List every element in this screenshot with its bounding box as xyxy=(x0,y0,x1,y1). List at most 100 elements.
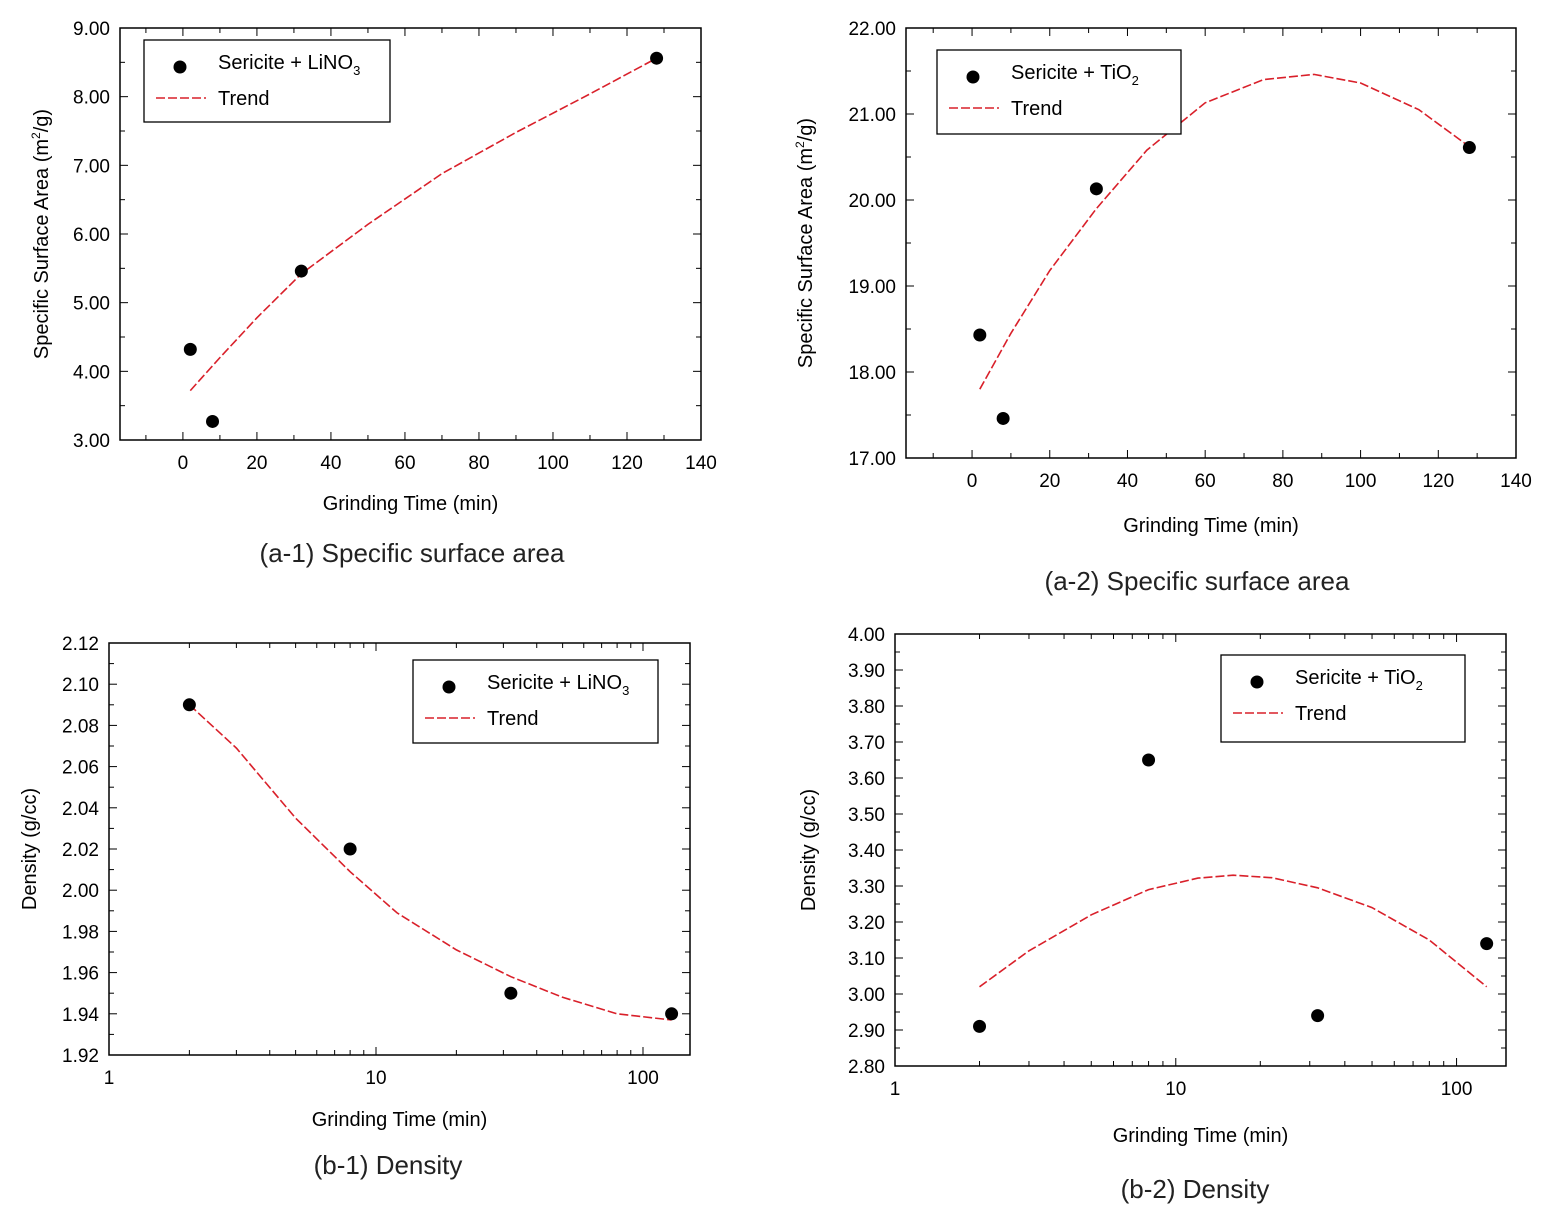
y-tick-label: 3.30 xyxy=(848,877,885,898)
legend-box xyxy=(936,49,1182,135)
trend-line xyxy=(188,704,672,1021)
data-point xyxy=(1311,1009,1325,1023)
legend-series-label: Sericite + LiNO3 xyxy=(218,52,360,78)
data-point xyxy=(973,1019,987,1033)
trend-line xyxy=(189,57,657,392)
y-tick-label: 18.00 xyxy=(848,363,896,384)
y-tick-label: 2.00 xyxy=(62,881,99,902)
x-tick-label: 100 xyxy=(1441,1079,1473,1100)
legend-series-label: Sericite + TiO2 xyxy=(1011,62,1139,88)
legend-trend-label: Trend xyxy=(1295,703,1347,725)
legend-marker xyxy=(442,680,456,694)
x-tick-label: 20 xyxy=(1039,471,1060,492)
y-tick-label: 3.00 xyxy=(848,985,885,1006)
x-axis-title: Grinding Time (min) xyxy=(323,493,499,515)
trend-line xyxy=(979,874,1488,988)
x-axis-title: Grinding Time (min) xyxy=(1123,515,1299,537)
x-tick-label: 60 xyxy=(1195,471,1216,492)
data-point xyxy=(294,264,308,278)
legend-trend-label: Trend xyxy=(1011,98,1063,120)
x-tick-label: 1 xyxy=(104,1068,115,1089)
legend-trend-label: Trend xyxy=(218,88,270,110)
y-tick-label: 9.00 xyxy=(73,19,110,40)
x-tick-label: 140 xyxy=(1500,471,1532,492)
y-tick-label: 21.00 xyxy=(848,105,896,126)
y-axis-title: Density (g/cc) xyxy=(798,789,820,911)
y-tick-label: 3.40 xyxy=(848,841,885,862)
legend: Sericite + LiNO3 Trend xyxy=(412,659,659,744)
legend-series-label: Sericite + LiNO3 xyxy=(487,672,629,698)
y-tick-label: 17.00 xyxy=(848,449,896,470)
y-tick-label: 3.80 xyxy=(848,697,885,718)
y-tick-label: 1.98 xyxy=(62,922,99,943)
data-point xyxy=(1089,182,1103,196)
y-axis-title: Specific Surface Area (m2/g) xyxy=(793,118,817,368)
y-tick-label: 1.94 xyxy=(62,1005,99,1026)
figure-caption: (b-1) Density xyxy=(314,1150,463,1180)
y-tick-label: 2.90 xyxy=(848,1021,885,1042)
data-point xyxy=(182,698,196,712)
x-tick-label: 10 xyxy=(1165,1079,1186,1100)
figure-caption: (a-2) Specific surface area xyxy=(1045,566,1350,596)
y-tick-label: 2.04 xyxy=(62,799,99,820)
x-axis-title: Grinding Time (min) xyxy=(1113,1125,1289,1147)
x-tick-label: 10 xyxy=(365,1068,386,1089)
legend: Sericite + TiO2 Trend xyxy=(1220,654,1466,743)
x-tick-label: 80 xyxy=(468,453,489,474)
y-tick-label: 8.00 xyxy=(73,88,110,109)
x-tick-label: 0 xyxy=(967,471,978,492)
y-tick-label: 3.60 xyxy=(848,769,885,790)
y-tick-label: 3.10 xyxy=(848,949,885,970)
y-tick-label: 3.00 xyxy=(73,431,110,452)
y-tick-label: 3.50 xyxy=(848,805,885,826)
trend-line xyxy=(979,73,1470,390)
y-tick-label: 2.80 xyxy=(848,1057,885,1078)
legend-box xyxy=(143,39,391,123)
y-tick-label: 2.02 xyxy=(62,840,99,861)
legend-series-label: Sericite + TiO2 xyxy=(1295,667,1423,693)
x-tick-label: 120 xyxy=(1422,471,1454,492)
x-tick-label: 40 xyxy=(320,453,341,474)
x-tick-label: 1 xyxy=(890,1079,901,1100)
y-tick-label: 3.90 xyxy=(848,661,885,682)
y-tick-label: 20.00 xyxy=(848,191,896,212)
x-tick-label: 80 xyxy=(1272,471,1293,492)
chart-a1: 0 20 40 60 80 100 120 140 3.00 4.00 5.00 6.00 7.00 8.… xyxy=(29,19,717,568)
data-point xyxy=(996,411,1010,425)
data-point xyxy=(343,842,357,856)
x-tick-label: 40 xyxy=(1117,471,1138,492)
y-tick-label: 2.10 xyxy=(62,675,99,696)
x-tick-label: 60 xyxy=(394,453,415,474)
y-tick-label: 2.12 xyxy=(62,634,99,655)
y-axis-title: Density (g/cc) xyxy=(19,788,41,910)
x-tick-label: 20 xyxy=(246,453,267,474)
y-tick-label: 3.20 xyxy=(848,913,885,934)
legend-box xyxy=(1220,654,1466,743)
y-tick-label: 2.08 xyxy=(62,716,99,737)
y-axis-title: Specific Surface Area (m2/g) xyxy=(29,109,53,359)
y-tick-label: 19.00 xyxy=(848,277,896,298)
figure-caption: (b-2) Density xyxy=(1121,1174,1270,1204)
y-tick-label: 3.70 xyxy=(848,733,885,754)
data-point xyxy=(1462,141,1476,155)
y-tick-label: 6.00 xyxy=(73,225,110,246)
y-tick-label: 22.00 xyxy=(848,19,896,40)
x-axis-title: Grinding Time (min) xyxy=(312,1109,488,1131)
y-tick-label: 1.92 xyxy=(62,1046,99,1067)
legend: Sericite + TiO2 Trend xyxy=(936,49,1182,135)
data-point xyxy=(973,328,987,342)
y-tick-label: 1.96 xyxy=(62,964,99,985)
y-tick-label: 4.00 xyxy=(73,362,110,383)
data-point xyxy=(504,986,518,1000)
y-tick-label: 2.06 xyxy=(62,758,99,779)
y-tick-label: 4.00 xyxy=(848,625,885,646)
x-tick-label: 140 xyxy=(685,453,717,474)
x-tick-label: 0 xyxy=(178,453,189,474)
data-point xyxy=(650,51,664,65)
x-tick-label: 100 xyxy=(1345,471,1377,492)
legend: Sericite + LiNO3 Trend xyxy=(143,39,391,123)
data-point xyxy=(1142,753,1156,767)
data-point xyxy=(183,342,197,356)
chart-b1: 1 10 100 1.92 1.94 1.96 1.98 2.00 2.02 2.04 2.06 2.… xyxy=(19,634,691,1180)
